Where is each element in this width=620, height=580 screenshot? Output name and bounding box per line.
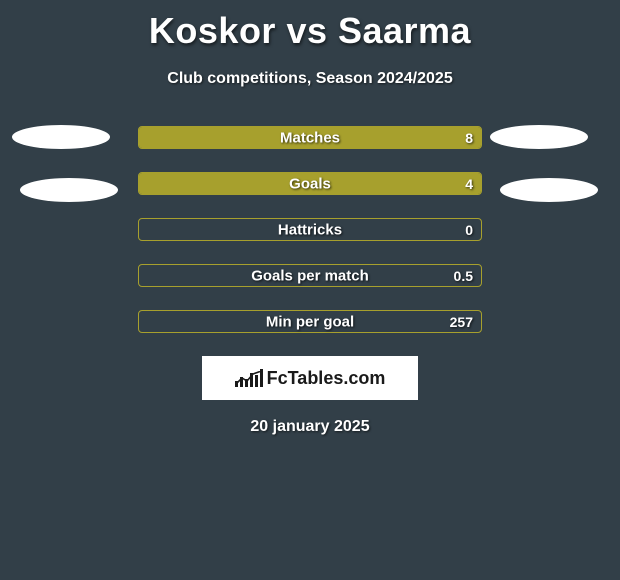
stat-fill (139, 127, 481, 148)
logo-box: FcTables.com (202, 356, 418, 400)
stat-label: Hattricks (139, 221, 481, 238)
date-label: 20 january 2025 (0, 418, 620, 436)
decorative-ellipse-right-1 (500, 178, 598, 202)
stats-panel: Matches8Goals4Hattricks0Goals per match0… (138, 126, 482, 333)
stat-row-min-per-goal: Min per goal257 (138, 310, 482, 333)
stat-fill (139, 173, 481, 194)
stat-value: 0 (465, 222, 473, 238)
stat-value: 257 (450, 314, 473, 330)
stat-row-goals: Goals4 (138, 172, 482, 195)
logo-bars-icon (235, 369, 263, 387)
content-area: Matches8Goals4Hattricks0Goals per match0… (0, 126, 620, 436)
stat-row-goals-per-match: Goals per match0.5 (138, 264, 482, 287)
stat-row-matches: Matches8 (138, 126, 482, 149)
logo: FcTables.com (235, 368, 386, 389)
decorative-ellipse-left-0 (12, 125, 110, 149)
logo-text: FcTables.com (267, 368, 386, 389)
decorative-ellipse-right-0 (490, 125, 588, 149)
subtitle: Club competitions, Season 2024/2025 (0, 70, 620, 88)
stat-label: Goals per match (139, 267, 481, 284)
page-title: Koskor vs Saarma (0, 0, 620, 52)
stat-label: Min per goal (139, 313, 481, 330)
decorative-ellipse-left-1 (20, 178, 118, 202)
stat-row-hattricks: Hattricks0 (138, 218, 482, 241)
stat-value: 0.5 (454, 268, 473, 284)
